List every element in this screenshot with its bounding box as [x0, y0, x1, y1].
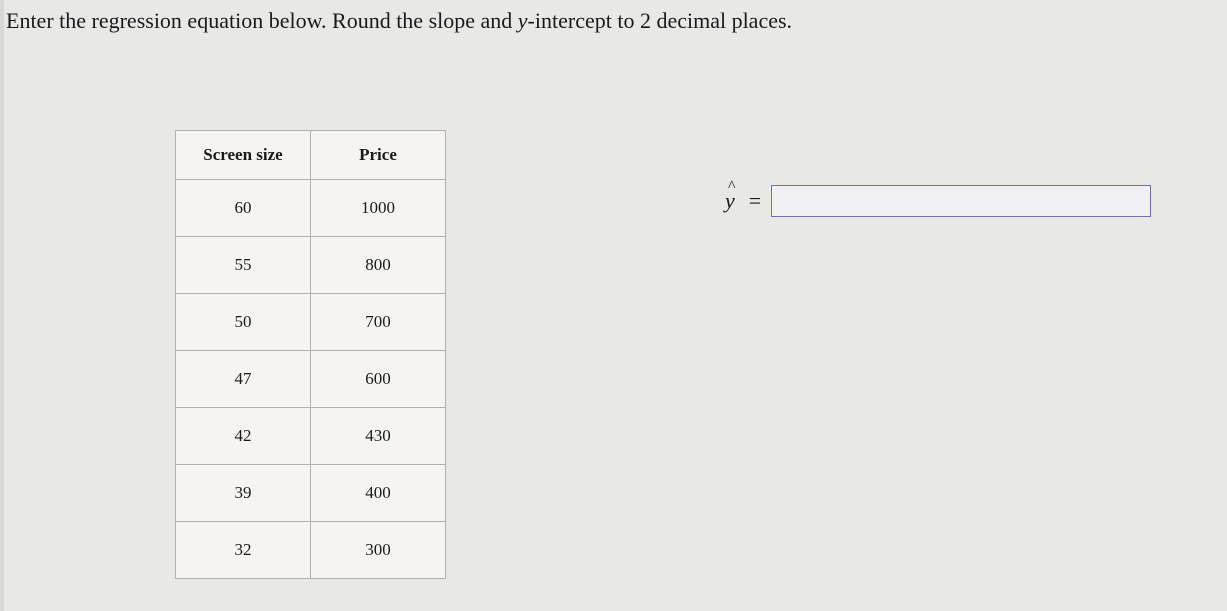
table-cell: 32: [176, 522, 311, 579]
instruction-italic-y: y: [518, 8, 528, 33]
table-cell: 47: [176, 351, 311, 408]
table-cell: 300: [311, 522, 446, 579]
table-row: 60 1000: [176, 180, 446, 237]
table-cell: 1000: [311, 180, 446, 237]
table-row: 32 300: [176, 522, 446, 579]
table-cell: 400: [311, 465, 446, 522]
table-row: 39 400: [176, 465, 446, 522]
table-cell: 600: [311, 351, 446, 408]
table-cell: 700: [311, 294, 446, 351]
regression-data-table: Screen size Price 60 1000 55 800 50 700 …: [175, 130, 446, 579]
table-cell: 800: [311, 237, 446, 294]
regression-equation-input[interactable]: [771, 185, 1151, 217]
table-row: 47 600: [176, 351, 446, 408]
instruction-suffix: -intercept to 2 decimal places.: [528, 8, 793, 33]
equals-sign: =: [749, 188, 761, 214]
y-hat-label: y: [725, 188, 735, 214]
table-cell: 50: [176, 294, 311, 351]
table-cell: 42: [176, 408, 311, 465]
table-row: 55 800: [176, 237, 446, 294]
table-cell: 430: [311, 408, 446, 465]
instruction-text: Enter the regression equation below. Rou…: [6, 8, 792, 34]
column-header-price: Price: [311, 131, 446, 180]
table-header-row: Screen size Price: [176, 131, 446, 180]
equation-area: y =: [725, 185, 1151, 217]
instruction-prefix: Enter the regression equation below. Rou…: [6, 8, 518, 33]
column-header-screen-size: Screen size: [176, 131, 311, 180]
table-cell: 60: [176, 180, 311, 237]
table-cell: 55: [176, 237, 311, 294]
table-cell: 39: [176, 465, 311, 522]
table-row: 42 430: [176, 408, 446, 465]
left-edge-decoration: [0, 0, 4, 611]
table-row: 50 700: [176, 294, 446, 351]
